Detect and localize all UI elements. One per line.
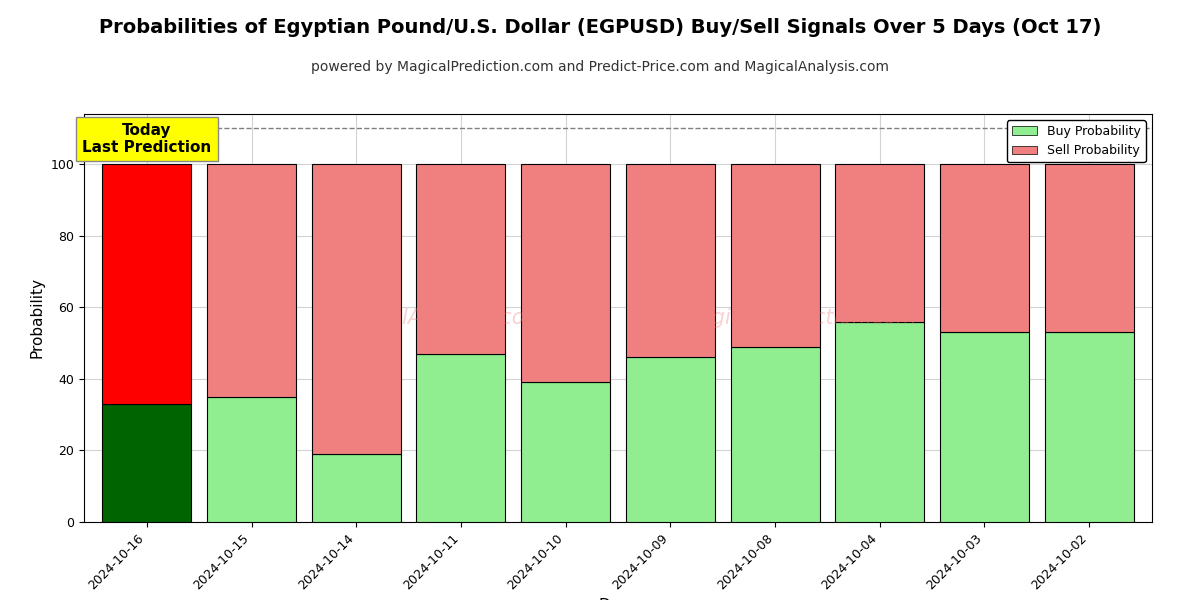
Bar (731, 347, 820, 522)
Text: Today
Last Prediction: Today Last Prediction (82, 123, 211, 155)
Bar (208, 397, 296, 522)
Bar (312, 164, 401, 454)
Bar (940, 164, 1028, 332)
Bar (626, 164, 715, 358)
Text: MagicalAnalysis.com: MagicalAnalysis.com (328, 308, 545, 328)
Bar (521, 164, 610, 382)
Bar (940, 332, 1028, 522)
Bar (521, 382, 610, 522)
Y-axis label: Probability: Probability (30, 277, 44, 358)
Text: Probabilities of Egyptian Pound/U.S. Dollar (EGPUSD) Buy/Sell Signals Over 5 Day: Probabilities of Egyptian Pound/U.S. Dol… (98, 18, 1102, 37)
Bar (416, 164, 505, 354)
Bar (208, 164, 296, 397)
Legend: Buy Probability, Sell Probability: Buy Probability, Sell Probability (1007, 120, 1146, 163)
Bar (416, 354, 505, 522)
Bar (1045, 164, 1134, 332)
X-axis label: Days: Days (599, 598, 637, 600)
Bar (312, 454, 401, 522)
Bar (731, 164, 820, 347)
Bar (626, 358, 715, 522)
Text: powered by MagicalPrediction.com and Predict-Price.com and MagicalAnalysis.com: powered by MagicalPrediction.com and Pre… (311, 60, 889, 74)
Bar (1045, 332, 1134, 522)
Bar (102, 404, 191, 522)
Bar (835, 322, 924, 522)
Text: MagicalPrediction.com: MagicalPrediction.com (682, 308, 917, 328)
Bar (835, 164, 924, 322)
Bar (102, 164, 191, 404)
